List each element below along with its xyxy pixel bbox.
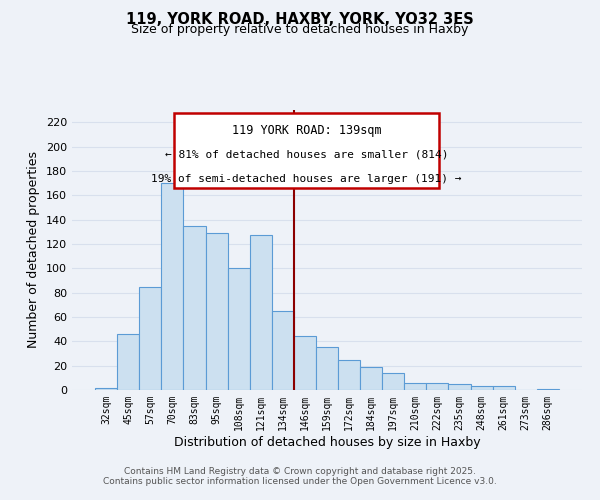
Y-axis label: Number of detached properties: Number of detached properties <box>28 152 40 348</box>
Text: 119, YORK ROAD, HAXBY, YORK, YO32 3ES: 119, YORK ROAD, HAXBY, YORK, YO32 3ES <box>126 12 474 28</box>
Bar <box>338 360 360 390</box>
Text: ← 81% of detached houses are smaller (814): ← 81% of detached houses are smaller (81… <box>165 149 448 159</box>
Bar <box>404 382 427 390</box>
Bar <box>427 382 448 390</box>
X-axis label: Distribution of detached houses by size in Haxby: Distribution of detached houses by size … <box>173 436 481 448</box>
Bar <box>448 384 470 390</box>
FancyBboxPatch shape <box>174 113 439 188</box>
Text: Size of property relative to detached houses in Haxby: Size of property relative to detached ho… <box>131 22 469 36</box>
Text: Contains public sector information licensed under the Open Government Licence v3: Contains public sector information licen… <box>103 477 497 486</box>
Bar <box>272 311 294 390</box>
Bar <box>184 226 206 390</box>
Bar <box>250 236 272 390</box>
Bar <box>294 336 316 390</box>
Bar <box>360 367 382 390</box>
Bar <box>139 286 161 390</box>
Text: 119 YORK ROAD: 139sqm: 119 YORK ROAD: 139sqm <box>232 124 382 137</box>
Bar <box>206 233 227 390</box>
Bar <box>161 183 184 390</box>
Text: 19% of semi-detached houses are larger (191) →: 19% of semi-detached houses are larger (… <box>151 174 462 184</box>
Bar <box>316 348 338 390</box>
Text: Contains HM Land Registry data © Crown copyright and database right 2025.: Contains HM Land Registry data © Crown c… <box>124 467 476 476</box>
Bar <box>470 386 493 390</box>
Bar <box>493 386 515 390</box>
Bar <box>537 389 559 390</box>
Bar <box>227 268 250 390</box>
Bar <box>117 334 139 390</box>
Bar <box>95 388 117 390</box>
Bar <box>382 373 404 390</box>
